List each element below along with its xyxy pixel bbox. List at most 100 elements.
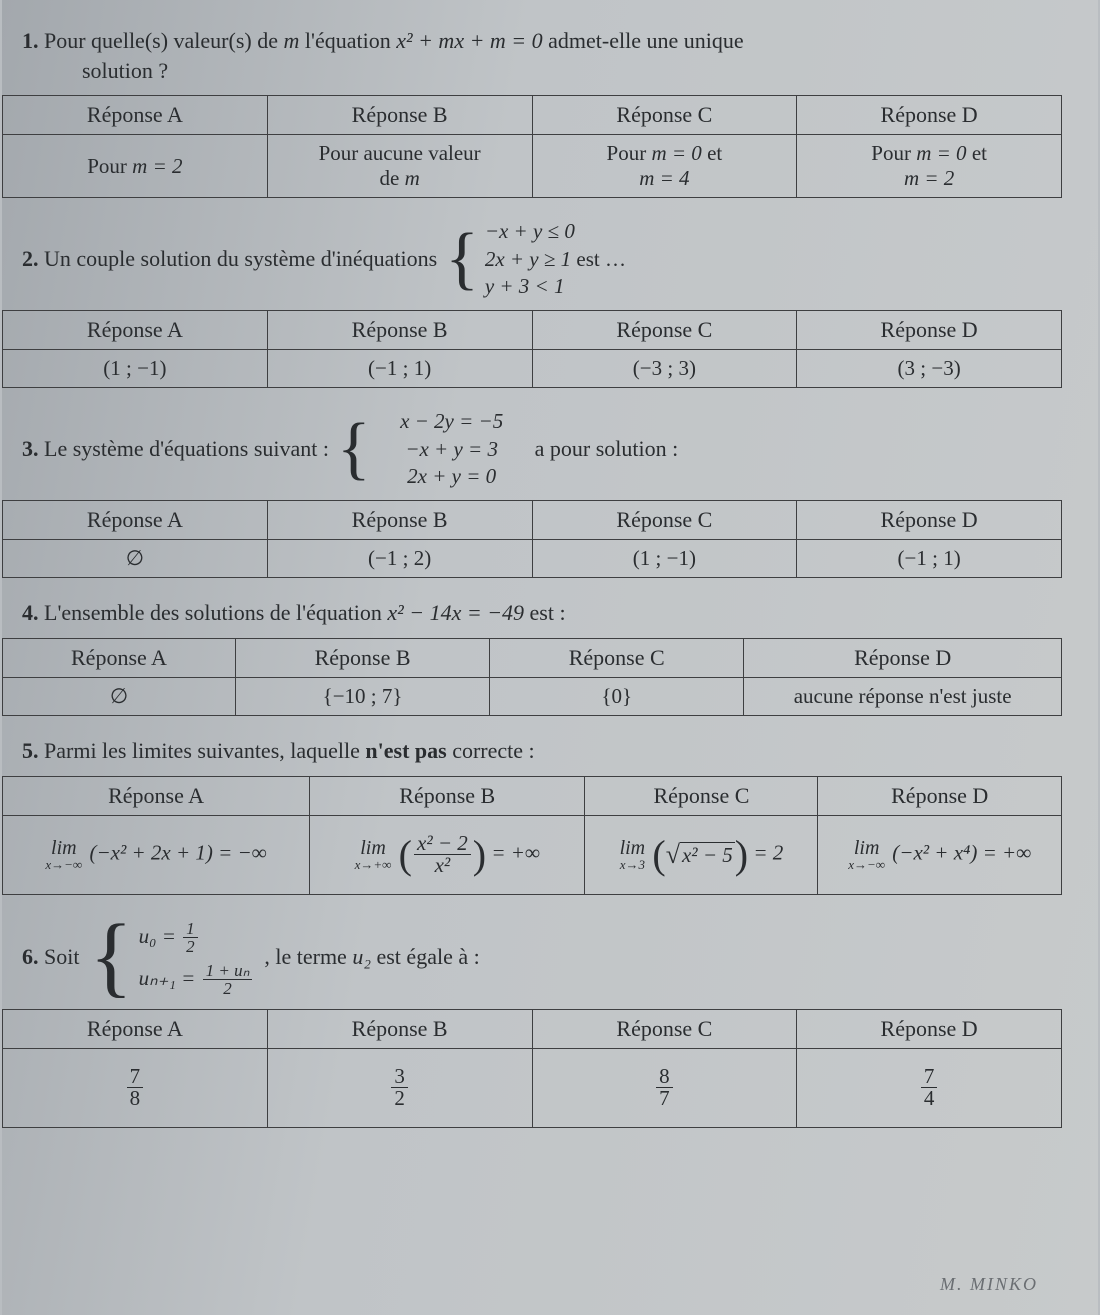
q5-b-den: x² <box>414 855 471 876</box>
q1-c-eq2: m = 4 <box>639 166 689 190</box>
question-1: 1. Pour quelle(s) valeur(s) de m l'équat… <box>2 20 1098 91</box>
q5-a-expr: (−x² + 2x + 1) = −∞ <box>89 840 266 864</box>
question-2: 2. Un couple solution du système d'inéqu… <box>2 212 1098 306</box>
q1-ans-c: Pour m = 0 et m = 4 <box>532 135 797 198</box>
q3-sys-l3: 2x + y = 0 <box>407 464 496 488</box>
q6-l1-n: 1 <box>183 920 198 938</box>
q2-ans-c: (−3 ; 3) <box>532 350 797 388</box>
q5-text-before: Parmi les limites suivantes, laquelle <box>44 738 365 763</box>
q3-hdr-d: Réponse D <box>797 501 1062 540</box>
q2-ans-b: (−1 ; 1) <box>267 350 532 388</box>
q5-c-lim: lim <box>620 838 646 858</box>
q5-ans-c: limx→3 (√x² − 5) = 2 <box>585 815 818 894</box>
q3-ans-d: (−1 ; 1) <box>797 540 1062 578</box>
q6-b-n: 3 <box>391 1066 408 1088</box>
q1-number: 1. <box>22 28 39 53</box>
q1-text-mid: l'équation <box>299 28 396 53</box>
q4-text-after: est : <box>524 600 566 625</box>
q5-text-after: correcte : <box>447 738 535 763</box>
q4-ans-a: ∅ <box>3 677 236 715</box>
q6-l1-var: u₀ = <box>139 924 181 948</box>
q5-answers-table: Réponse A Réponse B Réponse C Réponse D … <box>2 776 1062 895</box>
q3-hdr-c: Réponse C <box>532 501 797 540</box>
q2-sys-after: est … <box>571 247 626 271</box>
q3-after: a pour solution : <box>535 434 679 464</box>
q5-b-sub: x→+∞ <box>355 858 392 871</box>
q4-text-before: L'ensemble des solutions de l'équation <box>44 600 387 625</box>
q1-ans-b: Pour aucune valeur de m <box>267 135 532 198</box>
q6-a-n: 7 <box>127 1066 144 1088</box>
q3-ans-c: (1 ; −1) <box>532 540 797 578</box>
q2-hdr-c: Réponse C <box>532 311 797 350</box>
q2-ans-d: (3 ; −3) <box>797 350 1062 388</box>
q5-c-eq: = 2 <box>748 840 783 864</box>
q4-hdr-b: Réponse B <box>235 638 489 677</box>
q3-ans-a: ∅ <box>3 540 268 578</box>
q6-mid: , le terme <box>264 944 352 969</box>
q5-a-sub: x→−∞ <box>45 858 82 871</box>
q1-d-prefix: Pour <box>871 141 916 165</box>
q4-ans-c: {0} <box>490 677 744 715</box>
q6-hdr-b: Réponse B <box>267 1009 532 1048</box>
q6-c-n: 8 <box>656 1066 673 1088</box>
q6-ans-b: 32 <box>267 1048 532 1127</box>
q1-a-prefix: Pour <box>87 154 132 178</box>
q4-answers-table: Réponse A Réponse B Réponse C Réponse D … <box>2 638 1062 716</box>
q5-d-expr: (−x² + x⁴) = +∞ <box>892 840 1031 864</box>
q1-a-eq: m = 2 <box>132 154 182 178</box>
q6-hdr-a: Réponse A <box>3 1009 268 1048</box>
q6-c-d: 7 <box>656 1088 673 1109</box>
q2-ans-a: (1 ; −1) <box>3 350 268 388</box>
q6-u2: u₂ <box>352 944 371 969</box>
q6-number: 6. <box>22 944 39 969</box>
q1-hdr-c: Réponse C <box>532 96 797 135</box>
q5-a-lim: lim <box>45 838 82 858</box>
q4-ans-d: aucune réponse n'est juste <box>744 677 1062 715</box>
q5-ans-a: limx→−∞ (−x² + 2x + 1) = −∞ <box>3 815 310 894</box>
q6-l2-var: uₙ₊₁ = <box>139 966 201 990</box>
q3-hdr-a: Réponse A <box>3 501 268 540</box>
q6-sequence-def: { u₀ = 12 uₙ₊₁ = 1 + uₙ2 <box>89 915 254 999</box>
q2-answers-table: Réponse A Réponse B Réponse C Réponse D … <box>2 310 1062 388</box>
q1-hdr-d: Réponse D <box>797 96 1062 135</box>
q3-sys-l1: x − 2y = −5 <box>400 409 503 433</box>
q3-answers-table: Réponse A Réponse B Réponse C Réponse D … <box>2 500 1062 578</box>
q1-line2: solution ? <box>22 56 1066 86</box>
worksheet-page: 1. Pour quelle(s) valeur(s) de m l'équat… <box>2 0 1098 1315</box>
q2-sys-l3: y + 3 < 1 <box>485 274 565 298</box>
q6-ans-c: 87 <box>532 1048 797 1127</box>
q5-bold: n'est pas <box>365 738 446 763</box>
q2-hdr-b: Réponse B <box>267 311 532 350</box>
q5-d-lim: lim <box>848 838 885 858</box>
q1-b-var: m <box>405 166 420 190</box>
q6-a-d: 8 <box>127 1088 144 1109</box>
q6-ans-a: 78 <box>3 1048 268 1127</box>
q1-b-l2: de <box>380 166 405 190</box>
q4-hdr-d: Réponse D <box>744 638 1062 677</box>
q6-b-d: 2 <box>391 1088 408 1109</box>
q6-l2-n: 1 + uₙ <box>203 962 253 980</box>
q4-hdr-c: Réponse C <box>490 638 744 677</box>
question-3: 3. Le système d'équations suivant : { x … <box>2 402 1098 496</box>
q2-sys-l2: 2x + y ≥ 1 <box>485 247 571 271</box>
q5-c-sub: x→3 <box>620 858 646 871</box>
q1-text-before: Pour quelle(s) valeur(s) de <box>44 28 283 53</box>
q2-sys-l1: −x + y ≤ 0 <box>485 219 575 243</box>
q1-c-eq1: m = 0 <box>651 141 701 165</box>
q3-ans-b: (−1 ; 2) <box>267 540 532 578</box>
q1-var-m: m <box>283 28 299 53</box>
q6-l2-d: 2 <box>203 980 253 997</box>
q6-hdr-d: Réponse D <box>797 1009 1062 1048</box>
q5-number: 5. <box>22 738 39 763</box>
q1-answers-table: Réponse A Réponse B Réponse C Réponse D … <box>2 95 1062 198</box>
q1-b-l1: Pour aucune valeur <box>319 141 481 165</box>
q1-d-et: et <box>967 141 987 165</box>
q4-ans-b: {−10 ; 7} <box>235 677 489 715</box>
q6-d-d: 4 <box>921 1088 938 1109</box>
q1-hdr-a: Réponse A <box>3 96 268 135</box>
q1-hdr-b: Réponse B <box>267 96 532 135</box>
q5-b-lim: lim <box>355 838 392 858</box>
q1-d-eq1: m = 0 <box>916 141 966 165</box>
q4-hdr-a: Réponse A <box>3 638 236 677</box>
q3-number: 3. <box>22 436 39 461</box>
